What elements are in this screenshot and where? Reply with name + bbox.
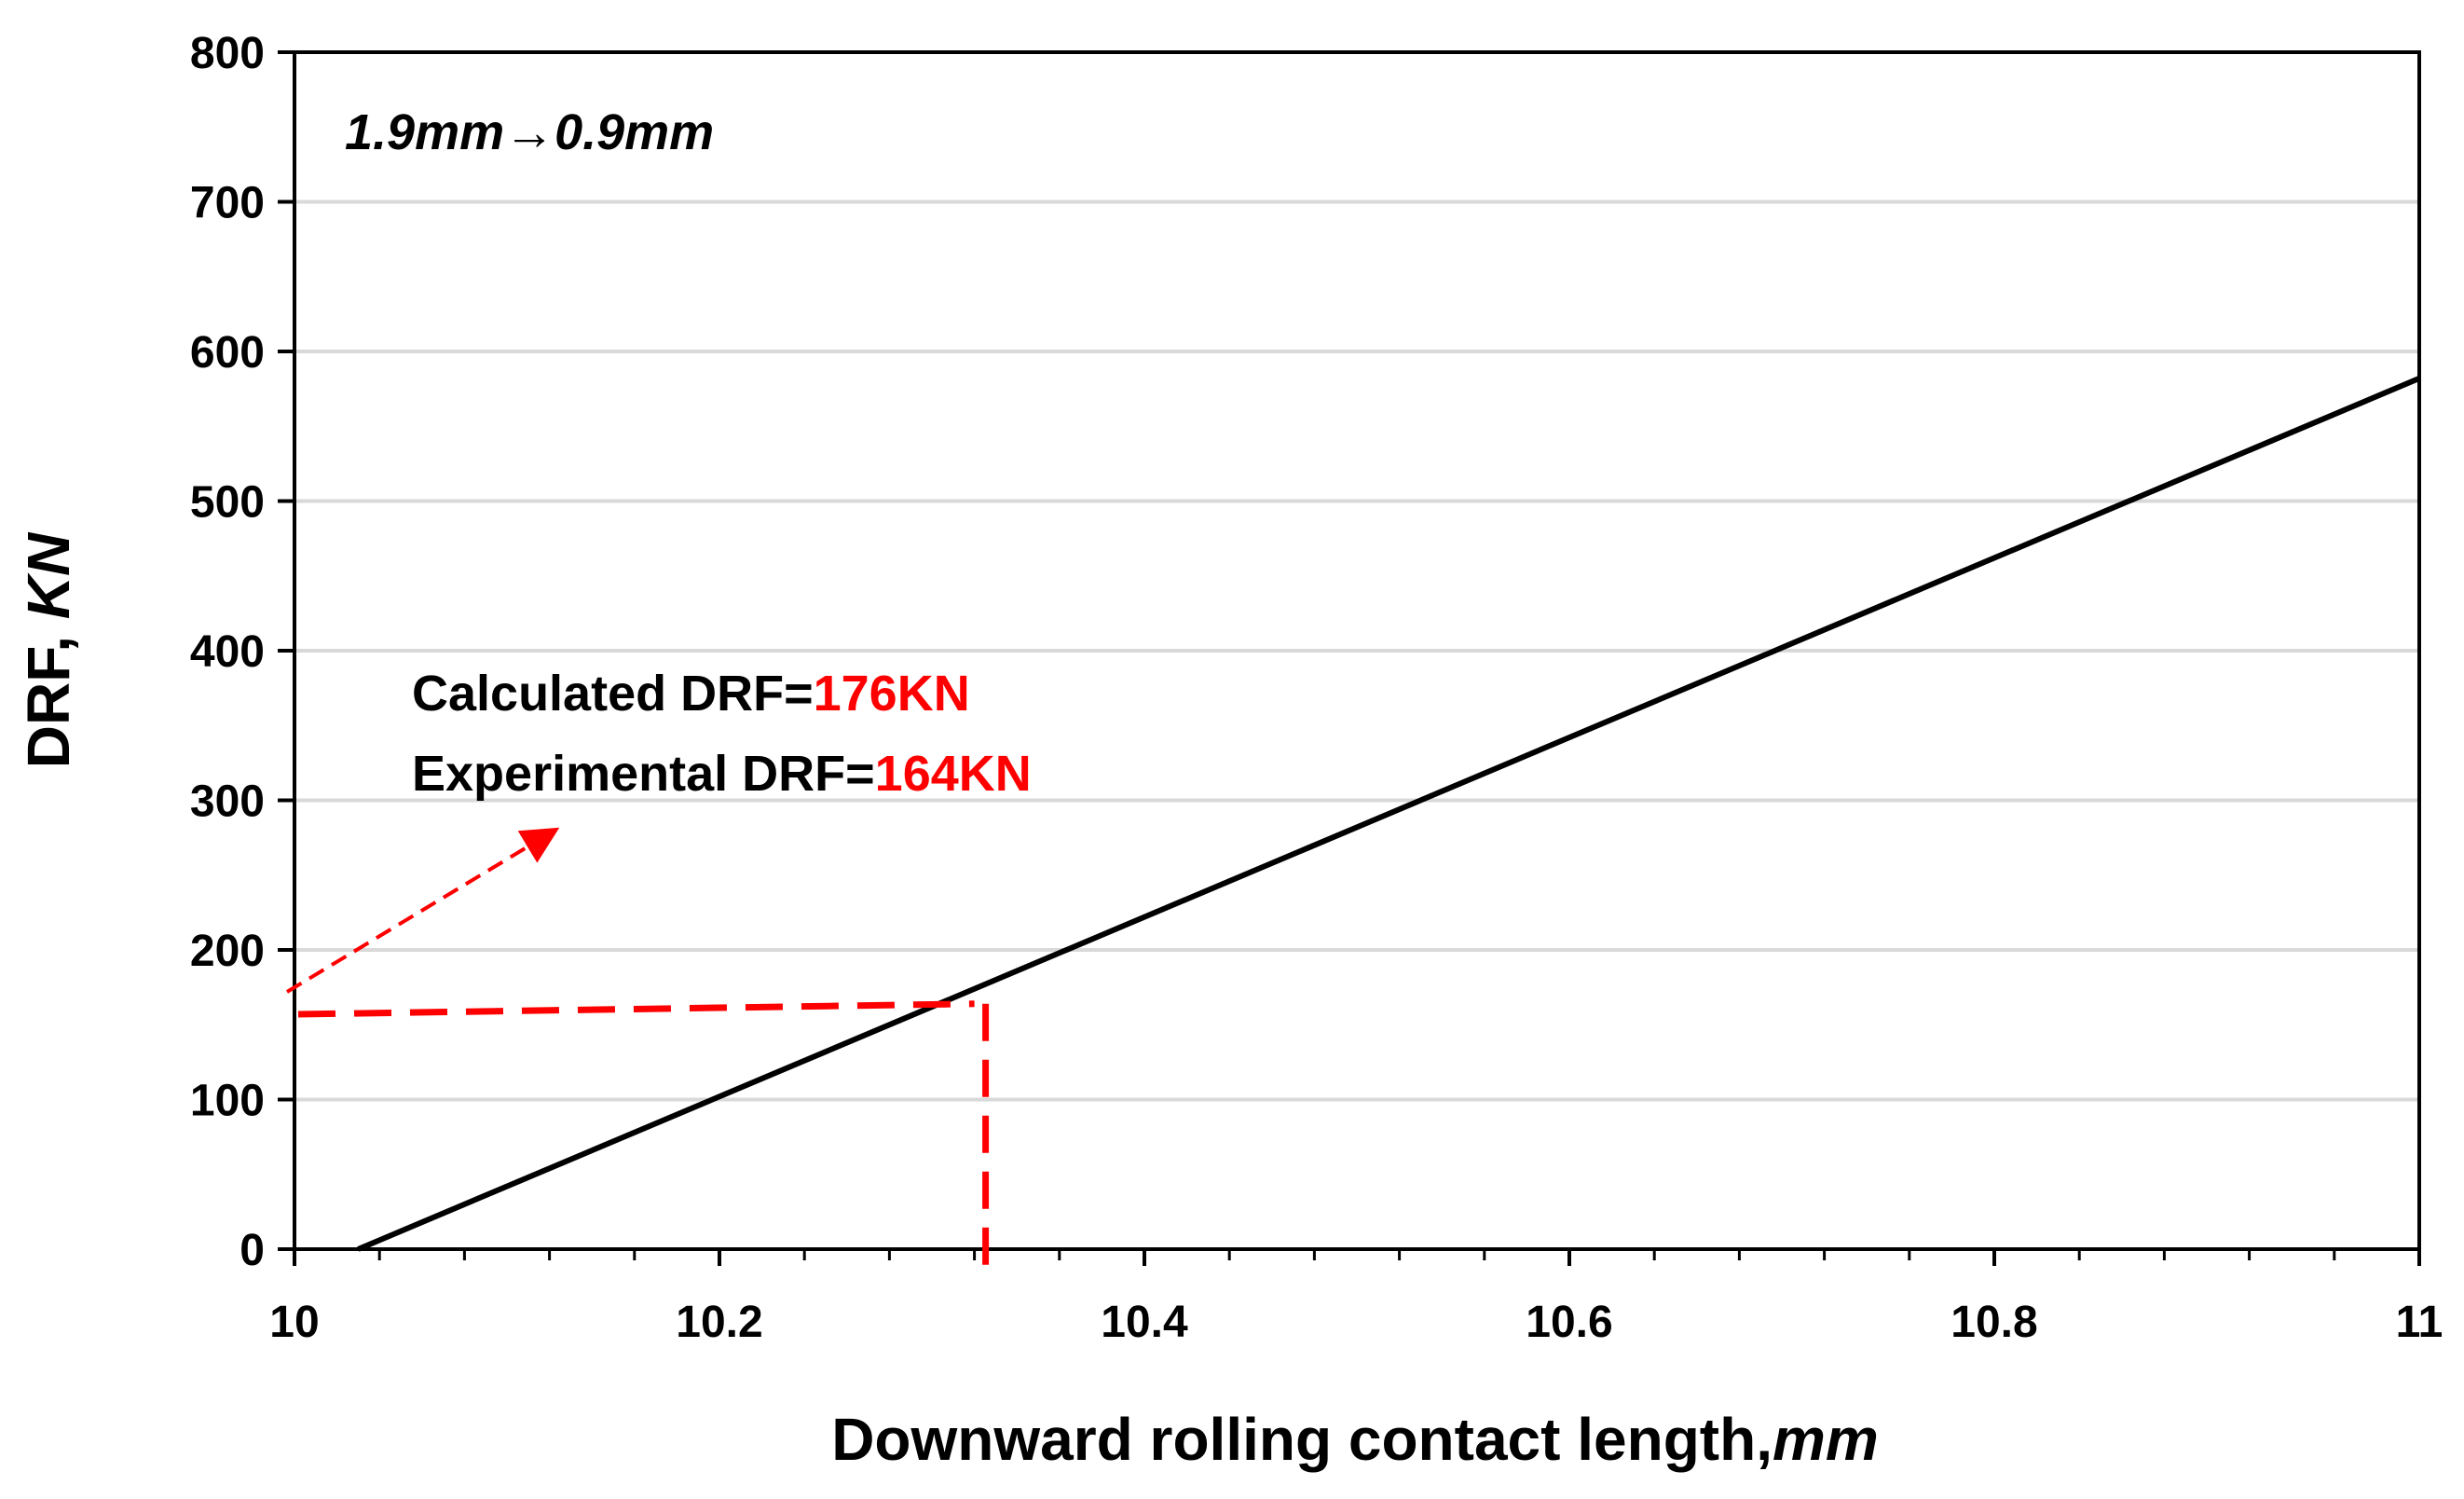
y-tick-label: 0 [240, 1226, 265, 1275]
y-tick-label: 700 [190, 179, 265, 228]
y-tick-label: 800 [190, 29, 265, 78]
y-axis-tick-labels: 0 100 200 300 400 500 600 700 800 [190, 29, 265, 1275]
x-axis-title-unit: mm [1773, 1406, 1879, 1473]
x-axis-title: Downward rolling contact length,mm [831, 1406, 1879, 1473]
experimental-drf-text: Experimental DRF=164KN [412, 746, 1032, 802]
experimental-drf-prefix: Experimental DRF= [412, 746, 875, 802]
drf-series-line [357, 376, 2421, 1252]
y-tick-label: 100 [190, 1077, 265, 1126]
x-axis-tick-labels: 10 10.2 10.4 10.6 10.8 11 [269, 1298, 2443, 1347]
y-axis-title: DRF, KN [15, 531, 82, 768]
x-tick-label: 10.2 [676, 1298, 762, 1347]
x-axis-title-main: Downward rolling contact length, [831, 1406, 1773, 1473]
y-axis-ticks [278, 50, 294, 1251]
y-axis-title-unit: KN [15, 531, 82, 619]
y-axis-title-main: DRF, [15, 619, 82, 768]
calculated-drf-value: 176KN [814, 666, 970, 722]
x-tick-label: 10.6 [1526, 1298, 1612, 1347]
horizontal-gridlines [294, 199, 2419, 1102]
x-axis-ticks [293, 1249, 2421, 1266]
x-tick-label: 10.4 [1101, 1298, 1188, 1347]
y-tick-label: 300 [190, 777, 265, 827]
y-tick-label: 400 [190, 627, 265, 677]
y-tick-label: 200 [190, 927, 265, 976]
calculated-drf-prefix: Calculated DRF= [412, 666, 814, 722]
y-tick-label: 600 [190, 328, 265, 378]
x-tick-label: 10 [269, 1298, 319, 1347]
reference-horizontal-dashed-line [297, 1000, 975, 1018]
x-tick-label: 11 [2396, 1298, 2443, 1347]
y-tick-label: 500 [190, 478, 265, 528]
calculated-drf-text: Calculated DRF=176KN [412, 666, 970, 722]
x-tick-label: 10.8 [1951, 1298, 2037, 1347]
condition-label: 1.9mm→0.9mm [345, 104, 714, 160]
experimental-drf-value: 164KN [875, 746, 1032, 802]
